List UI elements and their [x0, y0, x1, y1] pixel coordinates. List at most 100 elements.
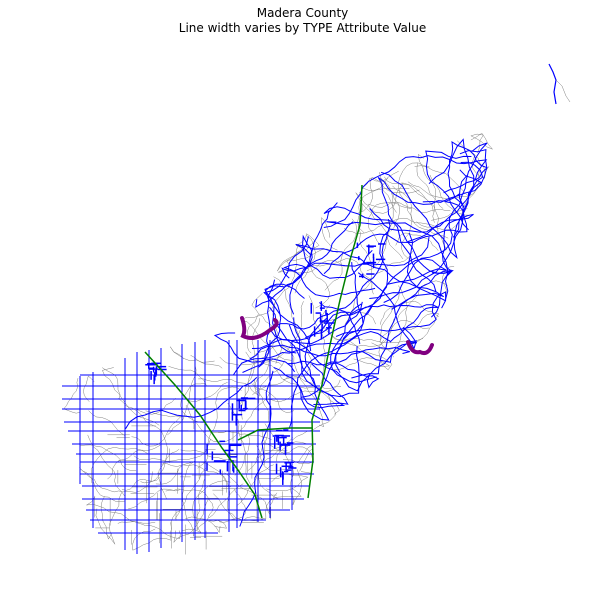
- local-road: [348, 304, 439, 343]
- minor-road: [180, 449, 238, 461]
- minor-road: [431, 208, 468, 221]
- local-road: [323, 201, 468, 275]
- local-road: [295, 243, 444, 310]
- minor-road: [234, 433, 250, 476]
- local-road: [213, 332, 296, 373]
- minor-road: [366, 191, 394, 271]
- rivers-layer: [240, 316, 434, 356]
- minor-road: [442, 266, 455, 295]
- minor-road: [358, 176, 420, 213]
- minor-road: [367, 202, 412, 246]
- minor-road: [197, 386, 242, 469]
- highways-layer: [144, 184, 363, 519]
- local-road: [323, 155, 488, 228]
- local-road: [351, 269, 454, 379]
- local-road: [264, 237, 430, 351]
- minor-road: [324, 218, 358, 291]
- minor-road: [208, 483, 244, 519]
- minor-road: [169, 346, 215, 363]
- minor-road: [219, 488, 246, 523]
- minor-road: [240, 302, 292, 361]
- local-road: [324, 362, 380, 389]
- minor-road: [182, 480, 231, 533]
- local-road: [258, 309, 361, 368]
- minor-road: [94, 471, 153, 493]
- local-road: [369, 161, 484, 233]
- detached-fragment: [548, 63, 571, 105]
- minor-road: [185, 382, 228, 402]
- minor-road: [321, 304, 395, 347]
- local-road: [326, 221, 449, 302]
- minor-road: [117, 521, 181, 539]
- local-road: [377, 176, 460, 293]
- minor-road: [224, 472, 278, 517]
- minor-road: [392, 185, 449, 239]
- minor-road: [320, 311, 376, 325]
- minor-road: [90, 444, 161, 484]
- minor-road: [332, 357, 391, 370]
- minor-road: [258, 437, 293, 500]
- minor-road: [414, 165, 470, 198]
- minor-road: [241, 318, 261, 420]
- minor-road: [251, 383, 295, 413]
- local-road: [305, 258, 447, 339]
- highway-99: [144, 351, 263, 519]
- minor-road: [86, 496, 156, 524]
- minor-road: [362, 170, 399, 191]
- minor-road: [470, 132, 493, 153]
- local-road: [357, 272, 418, 350]
- minor-road: [343, 217, 435, 234]
- local-road: [335, 291, 447, 337]
- minor-road: [367, 201, 451, 213]
- local-road: [281, 221, 354, 279]
- fragment-road-blue: [548, 63, 557, 105]
- local-road: [289, 202, 338, 315]
- minor-road: [278, 259, 352, 274]
- minor-road: [102, 367, 121, 400]
- river-segment-east: [406, 340, 434, 356]
- minor-road: [100, 496, 112, 540]
- map-title-line-1: Madera County: [256, 6, 349, 20]
- minor-road: [88, 410, 126, 437]
- minor-road: [117, 398, 168, 499]
- minor-road: [358, 187, 410, 283]
- minor-road: [283, 450, 302, 505]
- minor-road: [238, 345, 293, 406]
- minor-road: [180, 382, 206, 423]
- minor-road: [213, 493, 264, 521]
- minor-road: [254, 358, 270, 411]
- highway-41: [307, 184, 363, 499]
- minor-road: [282, 448, 314, 472]
- minor-road: [379, 287, 401, 358]
- local-road: [239, 370, 274, 527]
- minor-road: [397, 280, 448, 320]
- minor-road: [173, 497, 210, 543]
- minor-road: [155, 461, 227, 493]
- minor-road: [174, 468, 207, 520]
- minor-road: [337, 339, 393, 371]
- minor-road: [132, 509, 182, 551]
- minor-road: [168, 366, 207, 386]
- local-road: [255, 234, 373, 308]
- local-road: [296, 318, 346, 409]
- local-road: [318, 218, 391, 310]
- minor-roads-layer: [63, 132, 493, 555]
- minor-road: [308, 295, 326, 384]
- minor-road: [95, 492, 122, 545]
- minor-road: [121, 477, 160, 491]
- fragment-road-gray: [555, 79, 571, 103]
- minor-road: [63, 378, 81, 414]
- local-road: [288, 324, 417, 392]
- minor-road: [398, 162, 430, 260]
- urban-area-layer: [145, 242, 386, 485]
- local-road: [380, 169, 482, 259]
- minor-road: [359, 182, 404, 214]
- local-road: [407, 213, 474, 274]
- local-road: [443, 141, 488, 208]
- local-road: [369, 175, 468, 299]
- local-road: [251, 301, 363, 349]
- local-road: [283, 263, 376, 298]
- minor-road: [185, 516, 221, 534]
- map-title-line-2: Line width varies by TYPE Attribute Valu…: [178, 21, 427, 35]
